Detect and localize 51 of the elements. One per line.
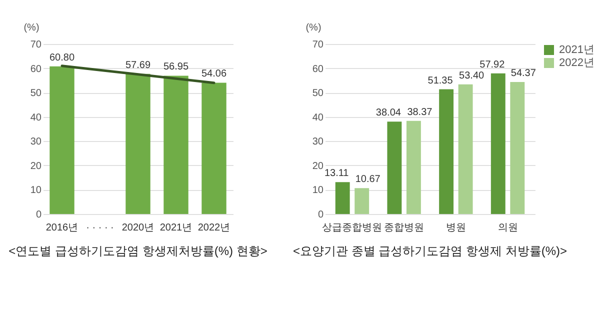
bar <box>335 182 350 214</box>
y-tick-label: 30 <box>30 136 42 148</box>
y-tick-label: 60 <box>30 64 42 75</box>
y-tick-label: 0 <box>318 210 324 220</box>
y-tick-label: 40 <box>312 112 324 124</box>
y-axis-title: (%) <box>24 22 40 34</box>
y-tick-label: 40 <box>30 112 42 124</box>
y-tick-label: 10 <box>30 185 42 196</box>
x-tick-label: 병원 <box>446 222 466 234</box>
y-tick-label: 50 <box>312 88 324 100</box>
y-tick-label: 70 <box>30 40 42 50</box>
y-tick-label: 70 <box>312 40 324 50</box>
x-tick-label: 2020년 <box>122 222 154 234</box>
data-label: 38.04 <box>376 108 402 119</box>
text: <요양기관 종별 급성하기도감염 항생제 처방률(%)> <box>292 244 568 258</box>
x-tick-label: 의원 <box>498 222 518 234</box>
data-label: 13.11 <box>324 168 350 180</box>
data-label: 56.95 <box>163 62 189 73</box>
data-label: 57.92 <box>480 59 506 70</box>
legend-label: 2022년 <box>559 57 594 69</box>
bar <box>510 82 525 214</box>
y-tick-label: 0 <box>36 210 42 220</box>
bar <box>354 188 370 214</box>
y-tick-label: 50 <box>30 88 42 100</box>
y-tick-label: 10 <box>312 185 324 196</box>
bar <box>387 122 402 214</box>
y-tick-label: 60 <box>312 64 324 75</box>
data-label: 10.67 <box>355 174 381 186</box>
bar <box>439 89 454 214</box>
text: <연도별 급성하기도감염 항생제처방률(%) 현황> <box>8 244 268 258</box>
data-label: 53.40 <box>459 70 485 82</box>
y-axis-title: (%) <box>306 22 322 34</box>
x-tick-label: 상급종합병원 <box>322 222 382 234</box>
data-label: 60.80 <box>49 52 75 64</box>
bar <box>490 73 506 214</box>
legend-label: 2021년 <box>559 44 594 56</box>
x-tick-label: 2021년 <box>160 222 192 234</box>
bar <box>458 84 473 214</box>
data-label: 54.06 <box>201 68 227 80</box>
y-tick-label: 20 <box>30 160 42 172</box>
data-label: 51.35 <box>428 75 454 86</box>
data-label: 54.37 <box>510 68 536 79</box>
bar <box>406 120 421 214</box>
y-tick-label: 30 <box>312 136 324 148</box>
data-label: 38.37 <box>407 106 433 118</box>
x-tick-label: · · · · · <box>86 222 114 234</box>
data-label: 57.69 <box>125 60 151 71</box>
x-tick-label: 종합병원 <box>384 222 424 234</box>
x-tick-label: 2022년 <box>198 222 230 234</box>
x-tick-label: 2016년 <box>46 222 78 234</box>
y-tick-label: 20 <box>312 160 324 172</box>
